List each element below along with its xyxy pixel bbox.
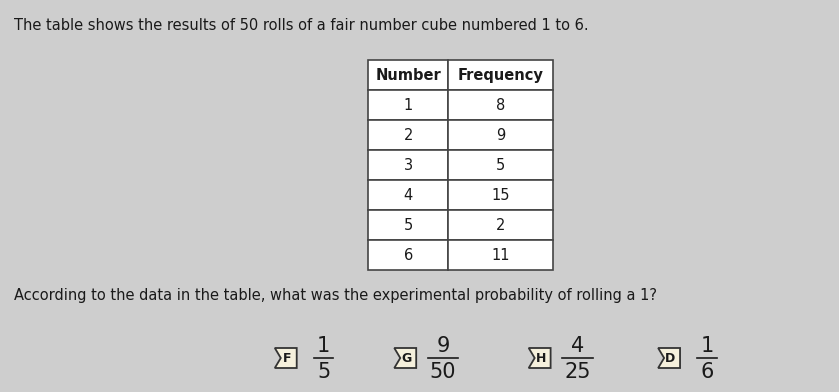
- Bar: [368, 210, 448, 240]
- Polygon shape: [394, 348, 416, 368]
- Bar: [448, 60, 553, 90]
- Text: 25: 25: [565, 362, 591, 382]
- Text: F: F: [283, 352, 291, 365]
- Text: G: G: [401, 352, 412, 365]
- Bar: [448, 90, 553, 120]
- Bar: [368, 120, 448, 150]
- Text: D: D: [665, 352, 675, 365]
- Polygon shape: [658, 348, 680, 368]
- Bar: [368, 90, 448, 120]
- Text: 5: 5: [404, 218, 413, 232]
- Text: 1: 1: [317, 336, 331, 356]
- Text: Number: Number: [375, 67, 441, 82]
- Text: 3: 3: [404, 158, 413, 172]
- Text: 5: 5: [317, 362, 331, 382]
- Bar: [368, 180, 448, 210]
- Text: 50: 50: [430, 362, 456, 382]
- Text: 9: 9: [496, 127, 505, 143]
- Polygon shape: [529, 348, 550, 368]
- Text: 5: 5: [496, 158, 505, 172]
- Text: 1: 1: [701, 336, 713, 356]
- Text: According to the data in the table, what was the experimental probability of rol: According to the data in the table, what…: [14, 288, 657, 303]
- Text: 6: 6: [701, 362, 714, 382]
- Text: 1: 1: [404, 98, 413, 113]
- Text: 6: 6: [404, 247, 413, 263]
- Text: 2: 2: [404, 127, 413, 143]
- Text: H: H: [535, 352, 546, 365]
- Text: 9: 9: [436, 336, 450, 356]
- Bar: [448, 240, 553, 270]
- Bar: [448, 210, 553, 240]
- Bar: [368, 240, 448, 270]
- Bar: [368, 60, 448, 90]
- Bar: [448, 150, 553, 180]
- Bar: [368, 150, 448, 180]
- Text: 11: 11: [491, 247, 509, 263]
- Bar: [448, 120, 553, 150]
- Text: 2: 2: [496, 218, 505, 232]
- Text: 4: 4: [571, 336, 584, 356]
- Text: 8: 8: [496, 98, 505, 113]
- Text: 4: 4: [404, 187, 413, 203]
- Text: Frequency: Frequency: [457, 67, 544, 82]
- Text: 15: 15: [491, 187, 509, 203]
- Text: The table shows the results of 50 rolls of a fair number cube numbered 1 to 6.: The table shows the results of 50 rolls …: [14, 18, 589, 33]
- Polygon shape: [275, 348, 297, 368]
- Bar: [448, 180, 553, 210]
